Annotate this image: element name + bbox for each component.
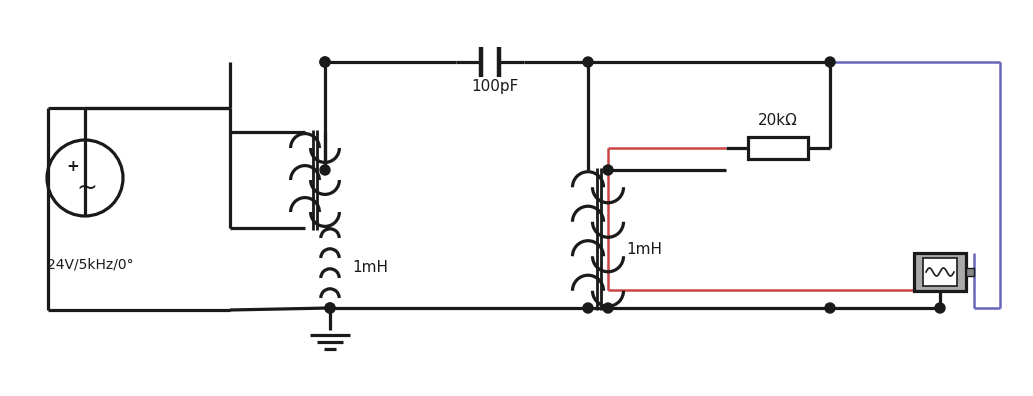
Circle shape	[603, 165, 613, 175]
Text: ~: ~	[76, 176, 97, 200]
Text: 1mH: 1mH	[626, 242, 662, 257]
Circle shape	[583, 57, 593, 67]
Circle shape	[603, 303, 613, 313]
Circle shape	[320, 165, 330, 175]
Circle shape	[320, 57, 330, 67]
Bar	[966, 268, 974, 276]
Text: 20kΩ: 20kΩ	[758, 112, 797, 128]
Text: 24V/5kHz/0°: 24V/5kHz/0°	[46, 258, 133, 272]
Bar	[914, 253, 966, 291]
Circle shape	[325, 303, 335, 313]
Text: 100pF: 100pF	[471, 78, 519, 93]
Circle shape	[935, 303, 945, 313]
Circle shape	[320, 57, 330, 67]
Circle shape	[825, 57, 835, 67]
Bar	[748, 137, 808, 159]
Text: 1mH: 1mH	[352, 261, 388, 276]
Bar	[924, 258, 957, 286]
Circle shape	[583, 303, 593, 313]
Text: +: +	[66, 158, 80, 173]
Circle shape	[825, 303, 835, 313]
Circle shape	[325, 303, 335, 313]
